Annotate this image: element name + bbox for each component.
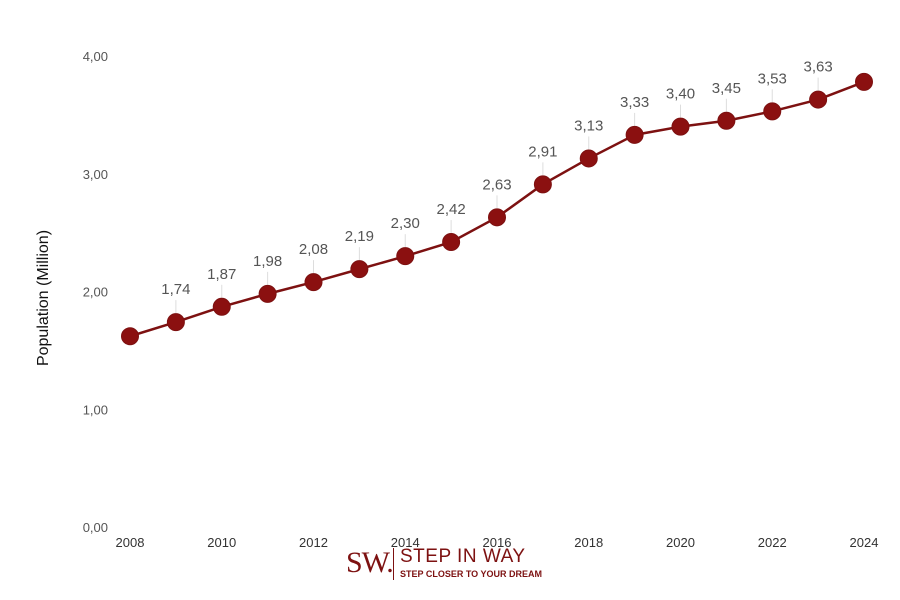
data-point (717, 111, 736, 130)
logo-mark: SW. (346, 546, 394, 579)
data-point (304, 273, 323, 292)
data-label: 3,45 (712, 80, 741, 97)
logo-tagline: STEP CLOSER TO YOUR DREAM (400, 569, 543, 579)
y-axis-ticks: 0,00 1,00 2,00 3,00 4,00 (83, 49, 108, 535)
data-label: 3,33 (620, 94, 649, 111)
x-tick-label: 2014 (391, 535, 420, 550)
data-point (258, 284, 277, 303)
data-point (212, 297, 231, 316)
y-tick-label: 4,00 (83, 49, 108, 64)
data-label: 1,98 (253, 253, 282, 270)
x-axis-ticks: 2008 2010 2012 2014 2016 2018 2020 2022 2024 (116, 535, 879, 550)
logo-name: STEP IN WAY (400, 546, 526, 567)
x-tick-label: 2008 (116, 535, 145, 550)
data-label: 2,42 (437, 201, 466, 218)
data-label: 2,63 (482, 176, 511, 193)
data-point (533, 175, 552, 194)
data-label: 1,87 (207, 266, 236, 283)
logo-divider (393, 548, 394, 580)
y-tick-label: 0,00 (83, 520, 108, 535)
data-point (442, 233, 461, 252)
y-tick-label: 1,00 (83, 402, 108, 417)
data-point (671, 117, 690, 136)
x-tick-label: 2012 (299, 535, 328, 550)
data-labels: 1,74 1,87 1,98 2,08 2,19 2,30 2,42 2,63 2,91 3,13… (161, 59, 832, 299)
x-tick-label: 2022 (758, 535, 787, 550)
data-label: 3,13 (574, 117, 603, 134)
y-tick-label: 2,00 (83, 285, 108, 300)
data-label: 2,91 (528, 143, 557, 160)
data-points (121, 72, 873, 346)
data-label: 3,63 (804, 59, 833, 76)
x-tick-label: 2018 (574, 535, 603, 550)
data-point (121, 327, 139, 346)
data-point (350, 260, 369, 279)
data-label: 3,40 (666, 86, 695, 103)
data-label-leaders (175, 77, 819, 314)
data-point (579, 149, 598, 168)
data-point (488, 208, 506, 227)
data-label: 2,19 (345, 228, 374, 245)
data-point (809, 90, 828, 109)
data-label: 1,74 (161, 281, 190, 298)
data-point (855, 72, 873, 91)
x-tick-label: 2010 (207, 535, 236, 550)
step-in-way-logo: SW. STEP IN WAY STEP CLOSER TO YOUR DREA… (346, 546, 576, 582)
x-tick-label: 2020 (666, 535, 695, 550)
x-tick-label: 2024 (850, 535, 879, 550)
y-tick-label: 3,00 (83, 167, 108, 182)
data-label: 2,08 (299, 241, 328, 258)
x-tick-label: 2016 (483, 535, 512, 550)
data-point (763, 102, 782, 121)
y-axis-label: Population (Million) (35, 230, 52, 366)
data-label: 2,30 (391, 215, 420, 232)
data-point (396, 247, 415, 266)
data-label: 3,53 (758, 70, 787, 87)
data-point (166, 313, 185, 332)
data-point (625, 125, 644, 144)
